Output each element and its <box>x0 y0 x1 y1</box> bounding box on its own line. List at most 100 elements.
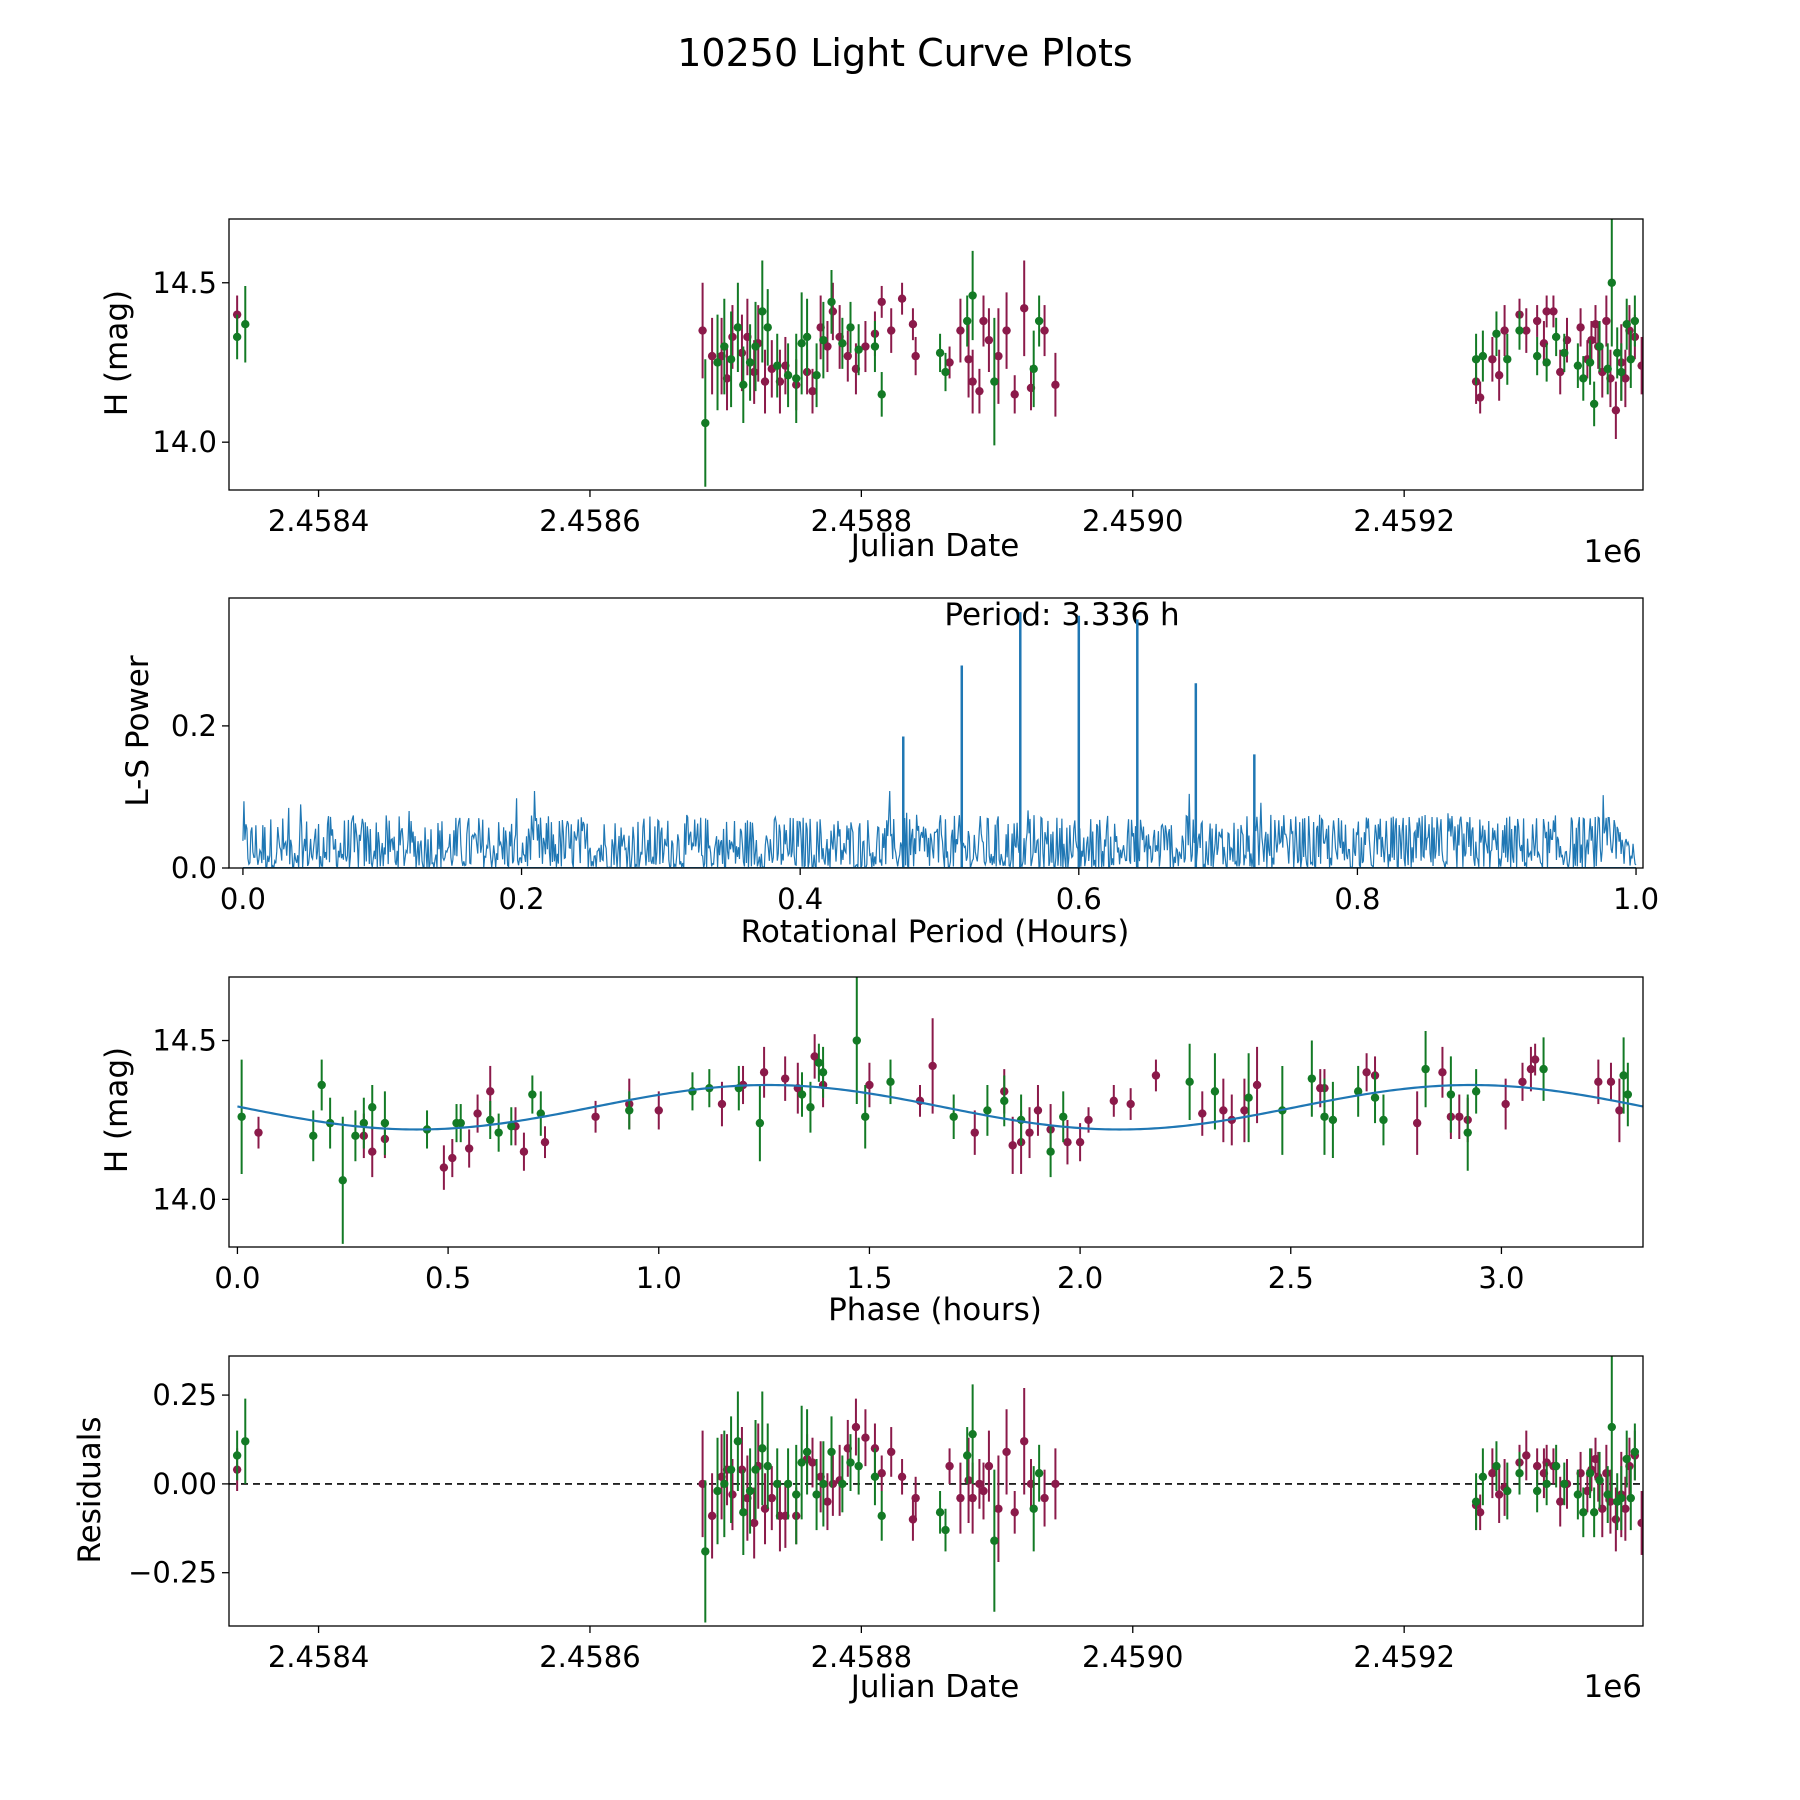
periodogram-xtick-label: 0.2 <box>498 882 544 916</box>
phase-point <box>865 1080 874 1090</box>
residuals-point <box>1010 1508 1019 1517</box>
residuals-point <box>1626 1493 1635 1503</box>
residuals-point <box>1621 1504 1630 1513</box>
lightcurve-point <box>838 339 847 348</box>
phase-point <box>1198 1109 1207 1118</box>
lightcurve-point <box>1532 316 1542 326</box>
phase-frame <box>228 976 1644 1248</box>
residuals-point <box>877 1469 886 1478</box>
residuals-point <box>792 1490 801 1499</box>
lightcurve-point <box>733 323 743 332</box>
residuals-point <box>720 1479 729 1489</box>
phase-point <box>368 1103 377 1112</box>
phase-point <box>317 1080 326 1090</box>
phase-point <box>473 1109 482 1118</box>
phase-point <box>1379 1115 1388 1125</box>
residuals-point <box>964 1476 973 1485</box>
phase-point <box>1307 1074 1317 1083</box>
residuals-point <box>897 1472 907 1481</box>
lightcurve-point <box>783 371 793 380</box>
phase-point <box>1370 1093 1380 1102</box>
lightcurve-xtick-label: 2.4592 <box>1353 504 1454 538</box>
phase-point <box>780 1074 790 1083</box>
phase-point <box>1109 1096 1119 1106</box>
phase-point <box>439 1163 449 1172</box>
phase-point <box>507 1122 516 1131</box>
periodogram-xtick-label: 0.6 <box>1056 882 1102 916</box>
lightcurve-point <box>797 339 806 348</box>
residuals-point <box>968 1429 977 1439</box>
lightcurve-point <box>1542 307 1551 316</box>
residuals-point <box>713 1486 722 1496</box>
lightcurve-point <box>1602 316 1611 326</box>
residuals-point <box>733 1437 743 1446</box>
phase-point <box>810 1052 819 1061</box>
residuals-ytick-label: −0.25 <box>128 1556 217 1590</box>
residuals-point <box>945 1461 954 1471</box>
phase-point <box>1455 1112 1464 1121</box>
lightcurve-point <box>808 386 817 396</box>
lightcurve-point <box>726 355 736 364</box>
lightcurve-point <box>1617 367 1626 377</box>
phase-point <box>886 1077 895 1087</box>
residuals-point <box>749 1518 759 1528</box>
phase-point <box>338 1176 347 1185</box>
residuals-point <box>846 1458 855 1467</box>
phase-point <box>1084 1115 1093 1125</box>
lightcurve-point <box>1475 393 1485 402</box>
residuals-point <box>773 1479 782 1489</box>
residuals-point <box>956 1493 965 1503</box>
residuals-panel: Julian Date Residuals 1e6 2.4584 2.4586 2.… <box>72 1355 1644 1705</box>
residuals-point <box>1595 1476 1604 1485</box>
lightcurve-point <box>963 316 972 326</box>
residuals-point <box>701 1547 710 1556</box>
lightcurve-point <box>713 358 722 367</box>
lightcurve-point <box>1573 361 1583 370</box>
phase-point <box>456 1118 465 1128</box>
residuals-xtick-label: 2.4586 <box>539 1640 640 1674</box>
lightcurve-point <box>1560 348 1569 358</box>
residuals-point <box>763 1461 772 1471</box>
residuals-point <box>1617 1493 1626 1503</box>
residuals-point <box>1488 1469 1497 1478</box>
lightcurve-x-offset: 1e6 <box>1583 534 1642 570</box>
residuals-xtick-label: 2.4590 <box>1082 1640 1183 1674</box>
lightcurve-xtick-label: 2.4588 <box>811 504 912 538</box>
residuals-plot-area <box>229 1356 1643 1623</box>
phase-point <box>970 1128 979 1137</box>
residuals-point <box>1002 1447 1011 1457</box>
lightcurve-point <box>819 335 828 345</box>
phase-point <box>1185 1077 1194 1087</box>
lightcurve-point <box>1494 371 1504 380</box>
phase-point <box>861 1112 870 1121</box>
lightcurve-point <box>990 377 999 386</box>
residuals-point <box>941 1525 950 1535</box>
lightcurve-point <box>232 332 242 342</box>
periodogram-xtick-label: 1.0 <box>1613 882 1659 916</box>
phase-point <box>1501 1099 1510 1109</box>
lightcurve-point <box>745 358 755 367</box>
lightcurve-xtick-label: 2.4584 <box>268 504 369 538</box>
residuals-point <box>1560 1479 1569 1489</box>
phase-ytick-label: 14.0 <box>152 1182 217 1216</box>
residuals-ytick-label: 0.00 <box>152 1467 217 1501</box>
residuals-point <box>1478 1472 1488 1481</box>
phase-point <box>1063 1137 1072 1147</box>
lightcurve-point <box>802 332 812 342</box>
periodogram-frame <box>228 597 1644 869</box>
phase-point <box>1606 1077 1616 1087</box>
phase-point <box>1530 1055 1540 1064</box>
residuals-point <box>1532 1461 1542 1471</box>
phase-point <box>928 1061 937 1071</box>
phase-xtick-label: 1.0 <box>636 1261 682 1295</box>
residuals-point <box>1602 1469 1611 1478</box>
phase-point <box>625 1106 634 1115</box>
lightcurve-point <box>1020 304 1029 313</box>
phase-point <box>1446 1090 1456 1099</box>
phase-xtick-label: 3.0 <box>1478 1261 1524 1295</box>
phase-point <box>1615 1106 1624 1115</box>
phase-point <box>1000 1096 1009 1106</box>
phase-point <box>1526 1064 1536 1074</box>
phase-point <box>1594 1077 1603 1087</box>
